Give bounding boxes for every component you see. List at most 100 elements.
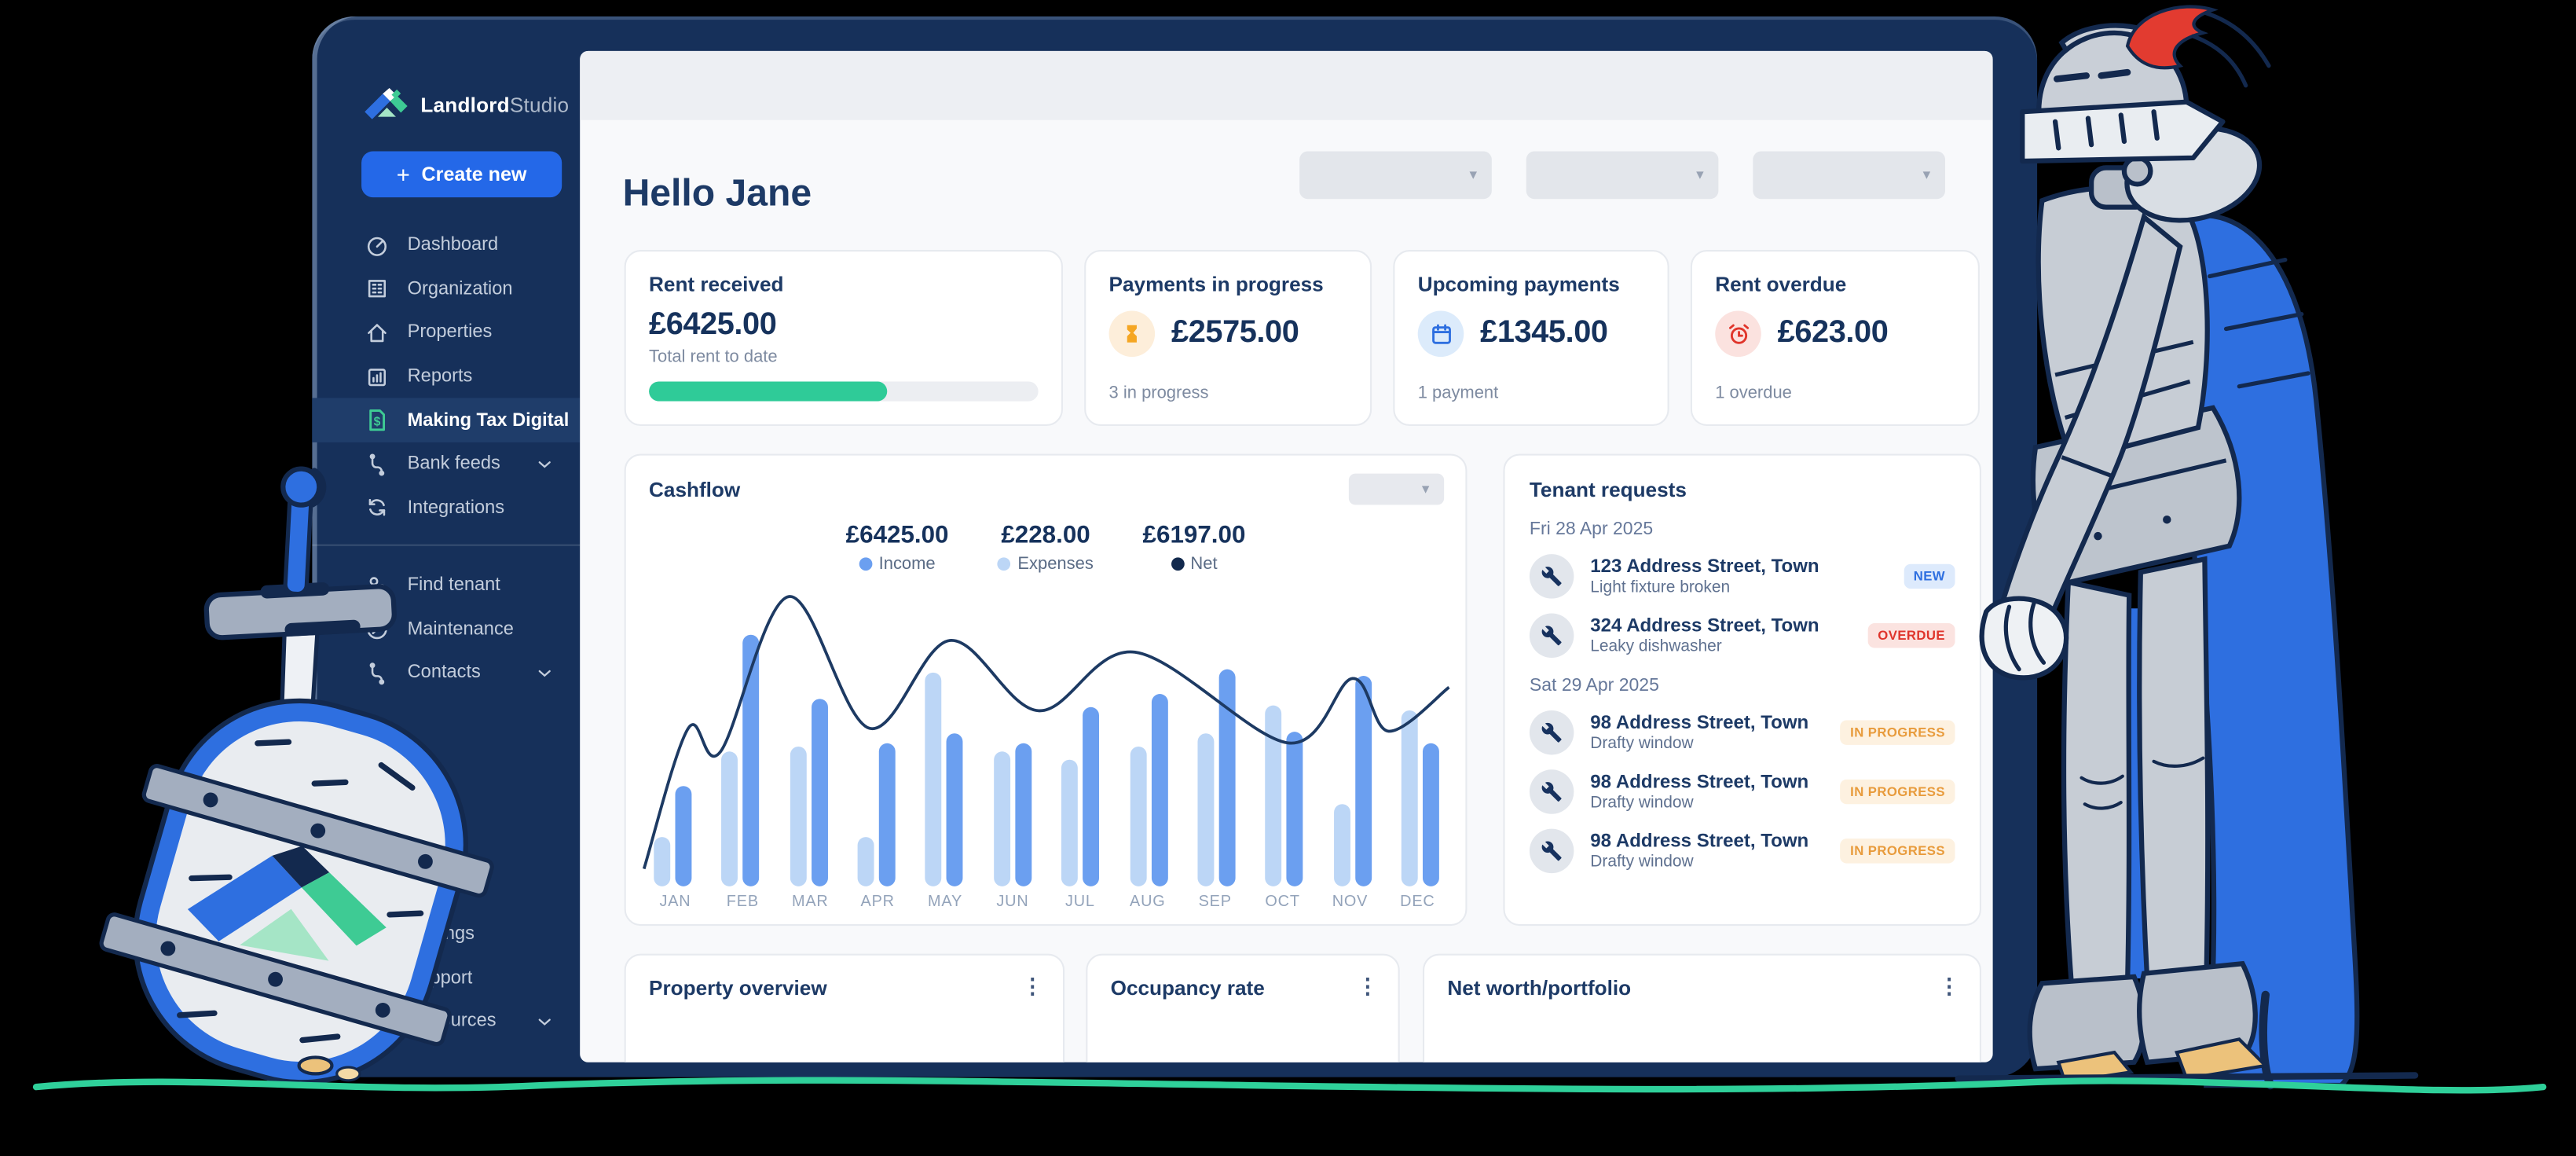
stat-subtitle: 1 payment <box>1417 383 1499 403</box>
expenses-bar <box>1129 746 1146 886</box>
tenant-request-row[interactable]: 98 Address Street, Town Drafty window IN P… <box>1529 710 1955 755</box>
bar-pair <box>1333 593 1372 886</box>
expenses-bar <box>1333 804 1350 886</box>
sidebar-item-integrations[interactable]: Integrations <box>312 486 580 530</box>
sidebar-item-contacts[interactable]: Contacts <box>312 651 580 695</box>
header-filter-select-2[interactable]: ▾ <box>1526 151 1719 200</box>
dashboard-icon <box>363 233 389 259</box>
sidebar-item-label: Maintenance <box>407 619 514 640</box>
sidebar-item-label: Properties <box>407 323 493 343</box>
income-bar <box>1014 743 1031 886</box>
sidebar-item-label: Support <box>407 968 473 989</box>
wrench-icon <box>1529 613 1574 658</box>
sidebar-item-bank-feeds[interactable]: Bank feeds <box>312 442 580 486</box>
sidebar-item-resources[interactable]: Resources <box>312 1000 580 1044</box>
tax-document-icon: $ <box>363 407 389 433</box>
stat-title: Payments in progress <box>1108 273 1324 296</box>
sidebar-item-reports[interactable]: Reports <box>312 355 580 399</box>
properties-icon <box>363 320 389 346</box>
month-label: DEC <box>1400 893 1435 912</box>
status-badge: IN PROGRESS <box>1840 720 1955 745</box>
bar-pair <box>721 593 760 886</box>
income-bar <box>1286 731 1303 886</box>
resources-icon <box>363 1009 389 1035</box>
tenant-request-row[interactable]: 98 Address Street, Town Drafty window IN P… <box>1529 828 1955 874</box>
sidebar-item-settings[interactable]: Settings <box>312 912 580 956</box>
legend-item-income: £6425.00 Income <box>846 521 949 574</box>
expenses-bar <box>1265 704 1282 886</box>
settings-icon <box>363 921 389 947</box>
bottom-card-title: Net worth/portfolio <box>1447 976 1632 1000</box>
kebab-menu-icon[interactable]: ⋮ <box>1357 973 1379 999</box>
expenses-bar <box>1197 734 1215 886</box>
bar-pair <box>1197 593 1236 886</box>
kebab-menu-icon[interactable]: ⋮ <box>1021 973 1043 999</box>
sidebar-item-label: Organization <box>407 279 513 299</box>
caret-down-icon: ▾ <box>1696 165 1704 182</box>
header-filters: ▾ ▾ ▾ <box>1299 151 1945 200</box>
cashflow-panel: Cashflow ▾ £6425.00 Income £228.00 Expenses… <box>624 453 1468 927</box>
tenant-request-row[interactable]: 324 Address Street, Town Leaky dishwasher… <box>1529 613 1955 658</box>
header-filter-select-3[interactable]: ▾ <box>1753 151 1945 200</box>
sidebar-item-support[interactable]: Support <box>312 956 580 1000</box>
header-band <box>580 50 1993 120</box>
status-badge: IN PROGRESS <box>1840 779 1955 805</box>
legend-item-net: £6197.00 Net <box>1143 521 1246 574</box>
bar-pair <box>790 593 828 886</box>
brand-name: LandlordStudio <box>420 94 570 117</box>
sidebar-item-organization[interactable]: Organization <box>312 267 580 311</box>
cashflow-chart <box>644 593 1449 886</box>
sidebar-item-label: Contacts <box>407 663 481 684</box>
stat-card-upcoming-payments: Upcoming payments £1345.00 1 payment <box>1393 250 1669 426</box>
expenses-bar <box>721 751 738 886</box>
chart-month-jul <box>1061 593 1100 886</box>
chart-month-dec <box>1401 593 1439 886</box>
sidebar-item-making-tax-digital[interactable]: $ Making Tax Digital <box>312 398 581 442</box>
calendar-icon <box>1417 310 1464 358</box>
chart-month-sep <box>1197 593 1236 886</box>
stat-title: Rent received <box>649 273 784 296</box>
cashflow-period-select[interactable]: ▾ <box>1348 473 1445 505</box>
bar-pair <box>1061 593 1100 886</box>
tenant-request-info: 98 Address Street, Town Drafty window <box>1590 713 1808 752</box>
month-label: JAN <box>659 893 691 912</box>
bottom-card-occupancy-rate: Occupancy rate ⋮ <box>1086 953 1400 1062</box>
month-label: JUN <box>996 893 1029 912</box>
cashflow-legend: £6425.00 Income £228.00 Expenses £6197.00 Net <box>626 521 1466 574</box>
stat-card-rent-overdue: Rent overdue £623.00 1 overdue <box>1690 250 1980 426</box>
stat-amount: £1345.00 <box>1480 315 1608 350</box>
sidebar-item-find-tenant[interactable]: Find tenant <box>312 564 580 608</box>
income-bar <box>811 699 828 886</box>
rent-progress-fill <box>649 381 887 402</box>
sidebar: LandlordStudio + Create new Dashboard Org… <box>312 17 581 1077</box>
tenant-request-address: 324 Address Street, Town <box>1590 615 1819 636</box>
tablet-frame: LandlordStudio + Create new Dashboard Org… <box>312 16 2038 1077</box>
expenses-bar <box>1401 710 1418 886</box>
create-new-button[interactable]: + Create new <box>361 151 562 198</box>
wrench-icon <box>1529 769 1574 814</box>
sidebar-item-maintenance[interactable]: Maintenance <box>312 607 580 651</box>
stat-title: Upcoming payments <box>1417 273 1620 296</box>
legend-item-expenses: £228.00 Expenses <box>998 521 1094 574</box>
bar-pair <box>654 593 692 886</box>
chart-month-oct <box>1265 593 1303 886</box>
bottom-card-net-worth-portfolio: Net worth/portfolio ⋮ <box>1422 953 1981 1062</box>
chevron-down-icon <box>536 664 554 682</box>
chart-month-mar <box>790 593 828 886</box>
bar-pair <box>857 593 896 886</box>
tenant-request-row[interactable]: 98 Address Street, Town Drafty window IN P… <box>1529 769 1955 814</box>
sidebar-nav-main: Dashboard Organization Properties Reports $ M… <box>312 224 581 530</box>
sidebar-item-dashboard[interactable]: Dashboard <box>312 224 580 268</box>
stat-amount: £2575.00 <box>1171 315 1299 350</box>
sidebar-item-label: Integrations <box>407 497 505 518</box>
legend-dot-icon <box>1171 557 1185 571</box>
stats-row: Rent received £6425.00 Total rent to date P… <box>624 250 1980 426</box>
tenant-group-date: Fri 28 Apr 2025 <box>1529 519 1654 540</box>
month-label: AUG <box>1129 893 1166 912</box>
kebab-menu-icon[interactable]: ⋮ <box>1938 973 1960 999</box>
header-filter-select-1[interactable]: ▾ <box>1299 151 1492 200</box>
tenant-group-date: Sat 29 Apr 2025 <box>1529 676 1659 696</box>
month-label: MAR <box>791 893 829 912</box>
tenant-request-row[interactable]: 123 Address Street, Town Light fixture br… <box>1529 554 1955 599</box>
sidebar-item-properties[interactable]: Properties <box>312 311 580 355</box>
